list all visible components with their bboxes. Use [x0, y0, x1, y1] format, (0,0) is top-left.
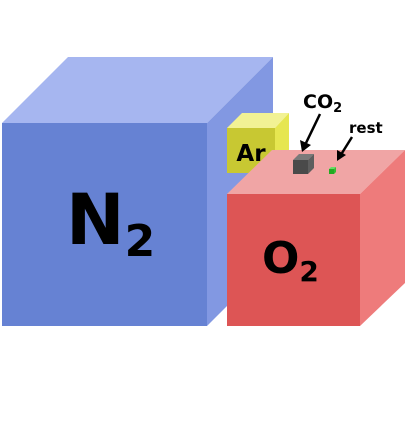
- co2-label: CO2: [303, 91, 342, 116]
- argon-cube: Ar: [227, 113, 289, 173]
- nitrogen-cube-top: [2, 57, 273, 123]
- rest-cube-front: [329, 169, 334, 174]
- oxygen-label: O2: [262, 233, 319, 288]
- nitrogen-cube-front: [2, 123, 207, 326]
- nitrogen-symbol: N: [66, 179, 125, 261]
- carbon-dioxide-cube-side: [308, 154, 314, 174]
- rest-label: rest: [349, 119, 383, 137]
- co2-symbol: CO: [303, 91, 333, 113]
- argon-cube-top: [227, 113, 289, 128]
- carbon-dioxide-cube-top: [293, 154, 314, 160]
- rest-cube: [329, 167, 336, 174]
- oxygen-symbol: O: [262, 233, 299, 284]
- rest-cube-top: [329, 167, 336, 169]
- co2-arrow: [300, 113, 322, 152]
- oxygen-cube-front: [227, 194, 360, 326]
- rest-cube-side: [334, 167, 336, 174]
- oxygen-cube-side: [360, 150, 405, 326]
- carbon-dioxide-cube: [293, 154, 314, 174]
- nitrogen-label: N2: [66, 179, 155, 267]
- nitrogen-subscript: 2: [125, 216, 156, 267]
- oxygen-subscript: 2: [299, 255, 318, 288]
- oxygen-cube: O2: [227, 150, 405, 326]
- carbon-dioxide-cube-front: [293, 160, 308, 174]
- rest-arrow: [337, 136, 354, 161]
- oxygen-cube-top: [227, 150, 405, 194]
- co2-subscript: 2: [333, 101, 342, 116]
